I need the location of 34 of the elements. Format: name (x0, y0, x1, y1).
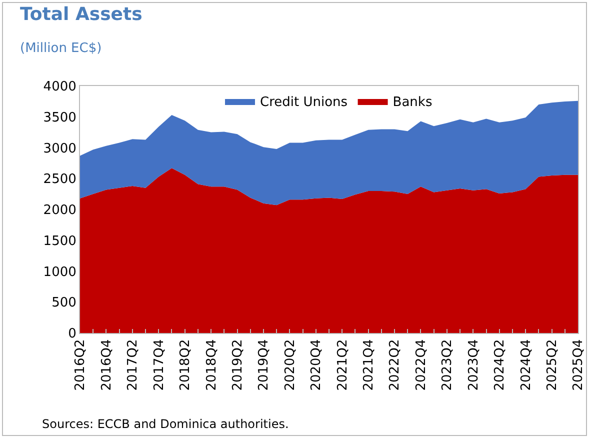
y-tick-label: 3500 (43, 110, 76, 126)
x-tick-label: 2022Q4 (414, 339, 429, 391)
x-tick-label: 2024Q2 (492, 339, 508, 391)
legend-label: Credit Unions (260, 95, 348, 110)
y-tick-label: 0 (68, 326, 76, 342)
x-tick-label: 2025Q4 (571, 339, 586, 391)
x-tick-label: 2016Q4 (99, 339, 114, 391)
y-tick-label: 1500 (43, 234, 76, 249)
x-tick-label: 2016Q2 (73, 339, 88, 391)
x-tick-label: 2021Q4 (362, 339, 377, 391)
x-tick-label: 2024Q4 (518, 339, 534, 391)
x-tick-label: 2019Q4 (256, 339, 272, 391)
x-tick-label: 2020Q2 (282, 339, 298, 391)
x-tick-label: 2022Q2 (388, 339, 403, 391)
source-note: Sources: ECCB and Dominica authorities. (42, 417, 289, 431)
y-tick-label: 500 (52, 296, 76, 311)
legend-label: Banks (392, 95, 432, 110)
x-tick-label: 2017Q2 (126, 339, 141, 391)
y-tick-label: 2500 (43, 172, 76, 188)
y-tick-label: 1000 (43, 264, 76, 280)
x-tick-label: 2019Q2 (230, 339, 246, 391)
x-tick-label: 2025Q2 (545, 339, 560, 391)
y-tick-label: 2000 (43, 203, 76, 218)
x-tick-label: 2021Q2 (335, 339, 350, 391)
x-tick-label: 2018Q2 (178, 339, 194, 391)
x-tick-label: 2023Q4 (466, 339, 482, 391)
y-tick-label: 4000 (43, 80, 76, 95)
x-tick-label: 2020Q4 (309, 339, 324, 391)
chart-subtitle: (Million EC$) (20, 41, 102, 56)
x-tick-label: 2018Q4 (204, 339, 220, 391)
chart-title: Total Assets (20, 4, 142, 25)
x-tick-label: 2023Q2 (440, 339, 456, 391)
y-tick-label: 3000 (43, 141, 76, 156)
x-tick-label: 2017Q4 (152, 339, 167, 391)
